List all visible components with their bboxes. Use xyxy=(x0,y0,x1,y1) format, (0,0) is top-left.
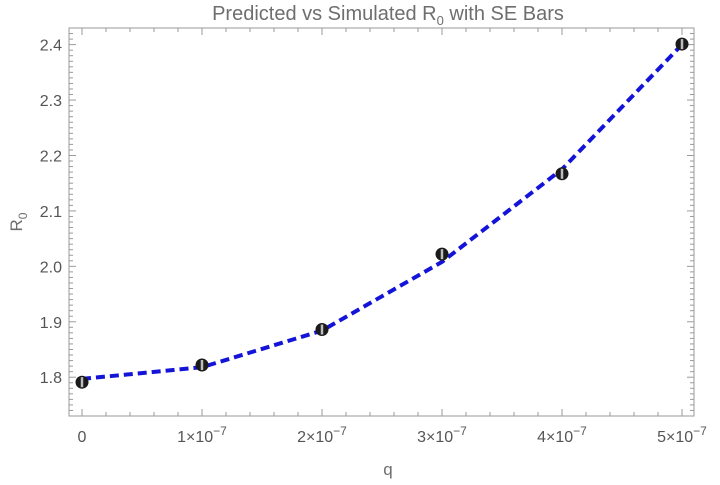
chart-title-suffix: with SE Bars xyxy=(444,3,564,25)
data-point xyxy=(675,37,689,51)
x-tick-mantissa: 5×10 xyxy=(657,429,693,446)
x-tick-exponent: −7 xyxy=(453,424,467,438)
y-tick-label: 2.2 xyxy=(40,148,62,165)
y-tick-label: 1.8 xyxy=(40,370,62,387)
data-point xyxy=(435,247,449,261)
x-tick-exponent: −7 xyxy=(333,424,347,438)
x-tick-label: 4×10−7 xyxy=(537,424,587,446)
x-tick-label: 1×10−7 xyxy=(177,424,227,446)
x-tick-label: 3×10−7 xyxy=(417,424,467,446)
data-point xyxy=(555,167,569,181)
dashed-line-series xyxy=(81,43,684,381)
data-point xyxy=(195,358,209,372)
x-tick-mantissa: 3×10 xyxy=(417,429,453,446)
x-tick-exponent: −7 xyxy=(573,424,587,438)
y-axis-label-group: R0 xyxy=(7,212,30,231)
x-tick-label: 0 xyxy=(78,429,87,446)
x-tick-exponent: −7 xyxy=(213,424,227,438)
x-tick-mantissa: 0 xyxy=(78,429,87,446)
data-point xyxy=(75,375,89,389)
y-axis-label: R0 xyxy=(7,212,30,231)
y-axis-label-main: R xyxy=(7,219,26,231)
y-axis-label-subscript: 0 xyxy=(16,212,30,219)
x-tick-mantissa: 1×10 xyxy=(177,429,213,446)
chart-title-subscript: 0 xyxy=(437,13,444,28)
y-tick-label: 1.9 xyxy=(40,315,62,332)
x-tick-mantissa: 4×10 xyxy=(537,429,573,446)
x-tick-label: 5×10−7 xyxy=(657,424,707,446)
y-tick-label: 2.3 xyxy=(40,93,62,110)
chart-title: Predicted vs Simulated R0 with SE Bars xyxy=(212,3,564,28)
point-series xyxy=(75,37,689,389)
axis-ticks xyxy=(69,27,694,417)
y-tick-label: 2.1 xyxy=(40,204,62,221)
chart-title-main: Predicted vs Simulated R xyxy=(212,3,437,25)
dashed-line-path xyxy=(81,43,684,381)
x-tick-mantissa: 2×10 xyxy=(297,429,333,446)
y-tick-label: 2.0 xyxy=(40,259,62,276)
x-tick-exponent: −7 xyxy=(693,424,707,438)
plot-frame xyxy=(68,27,695,417)
data-point xyxy=(315,323,329,337)
x-tick-label: 2×10−7 xyxy=(297,424,347,446)
y-tick-labels: 1.8 1.9 2.0 2.1 2.2 2.3 2.4 xyxy=(40,38,62,388)
x-axis-label: q xyxy=(383,460,392,479)
y-tick-label: 2.4 xyxy=(40,38,62,55)
x-tick-labels: 0 1×10−7 2×10−7 3×10−7 4×10−7 5×10−7 xyxy=(78,424,708,446)
